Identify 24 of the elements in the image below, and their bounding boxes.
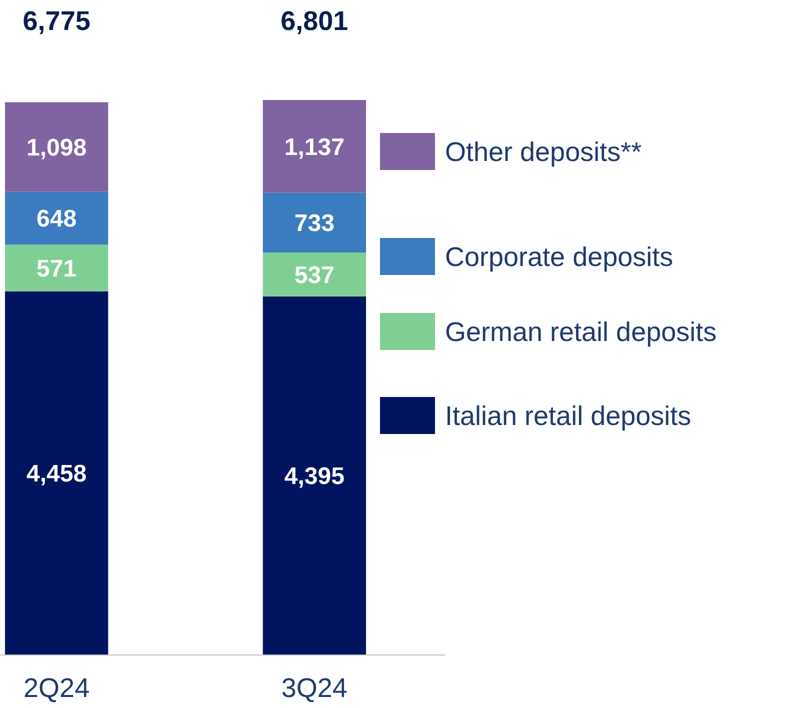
x-tick-label: 3Q24 xyxy=(281,673,348,703)
bar xyxy=(262,296,366,655)
legend-label: Other deposits** xyxy=(445,137,642,167)
data-label: 648 xyxy=(36,206,77,233)
bar xyxy=(5,102,108,192)
legend-label: German retail deposits xyxy=(445,317,717,347)
data-label: 4,458 xyxy=(26,460,87,488)
bar xyxy=(5,192,108,245)
data-label: 571 xyxy=(36,255,77,282)
bar xyxy=(262,100,366,193)
bar xyxy=(5,244,108,292)
data-label: 1,098 xyxy=(26,134,87,162)
data-label: 1,137 xyxy=(284,134,344,161)
legend-label: Italian retail deposits xyxy=(445,401,692,431)
bar xyxy=(262,192,366,253)
x-tick-label: 2Q24 xyxy=(24,673,90,703)
total-label: 6,801 xyxy=(280,6,348,36)
data-label: 537 xyxy=(294,262,334,289)
legend-label: Corporate deposits xyxy=(445,242,674,272)
total-label: 6,775 xyxy=(22,6,90,36)
bar xyxy=(5,291,108,655)
data-label: 4,395 xyxy=(284,463,344,490)
data-label: 733 xyxy=(294,210,334,238)
bar xyxy=(262,252,366,296)
